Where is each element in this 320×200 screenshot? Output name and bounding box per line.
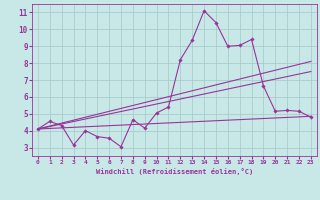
X-axis label: Windchill (Refroidissement éolien,°C): Windchill (Refroidissement éolien,°C) xyxy=(96,168,253,175)
